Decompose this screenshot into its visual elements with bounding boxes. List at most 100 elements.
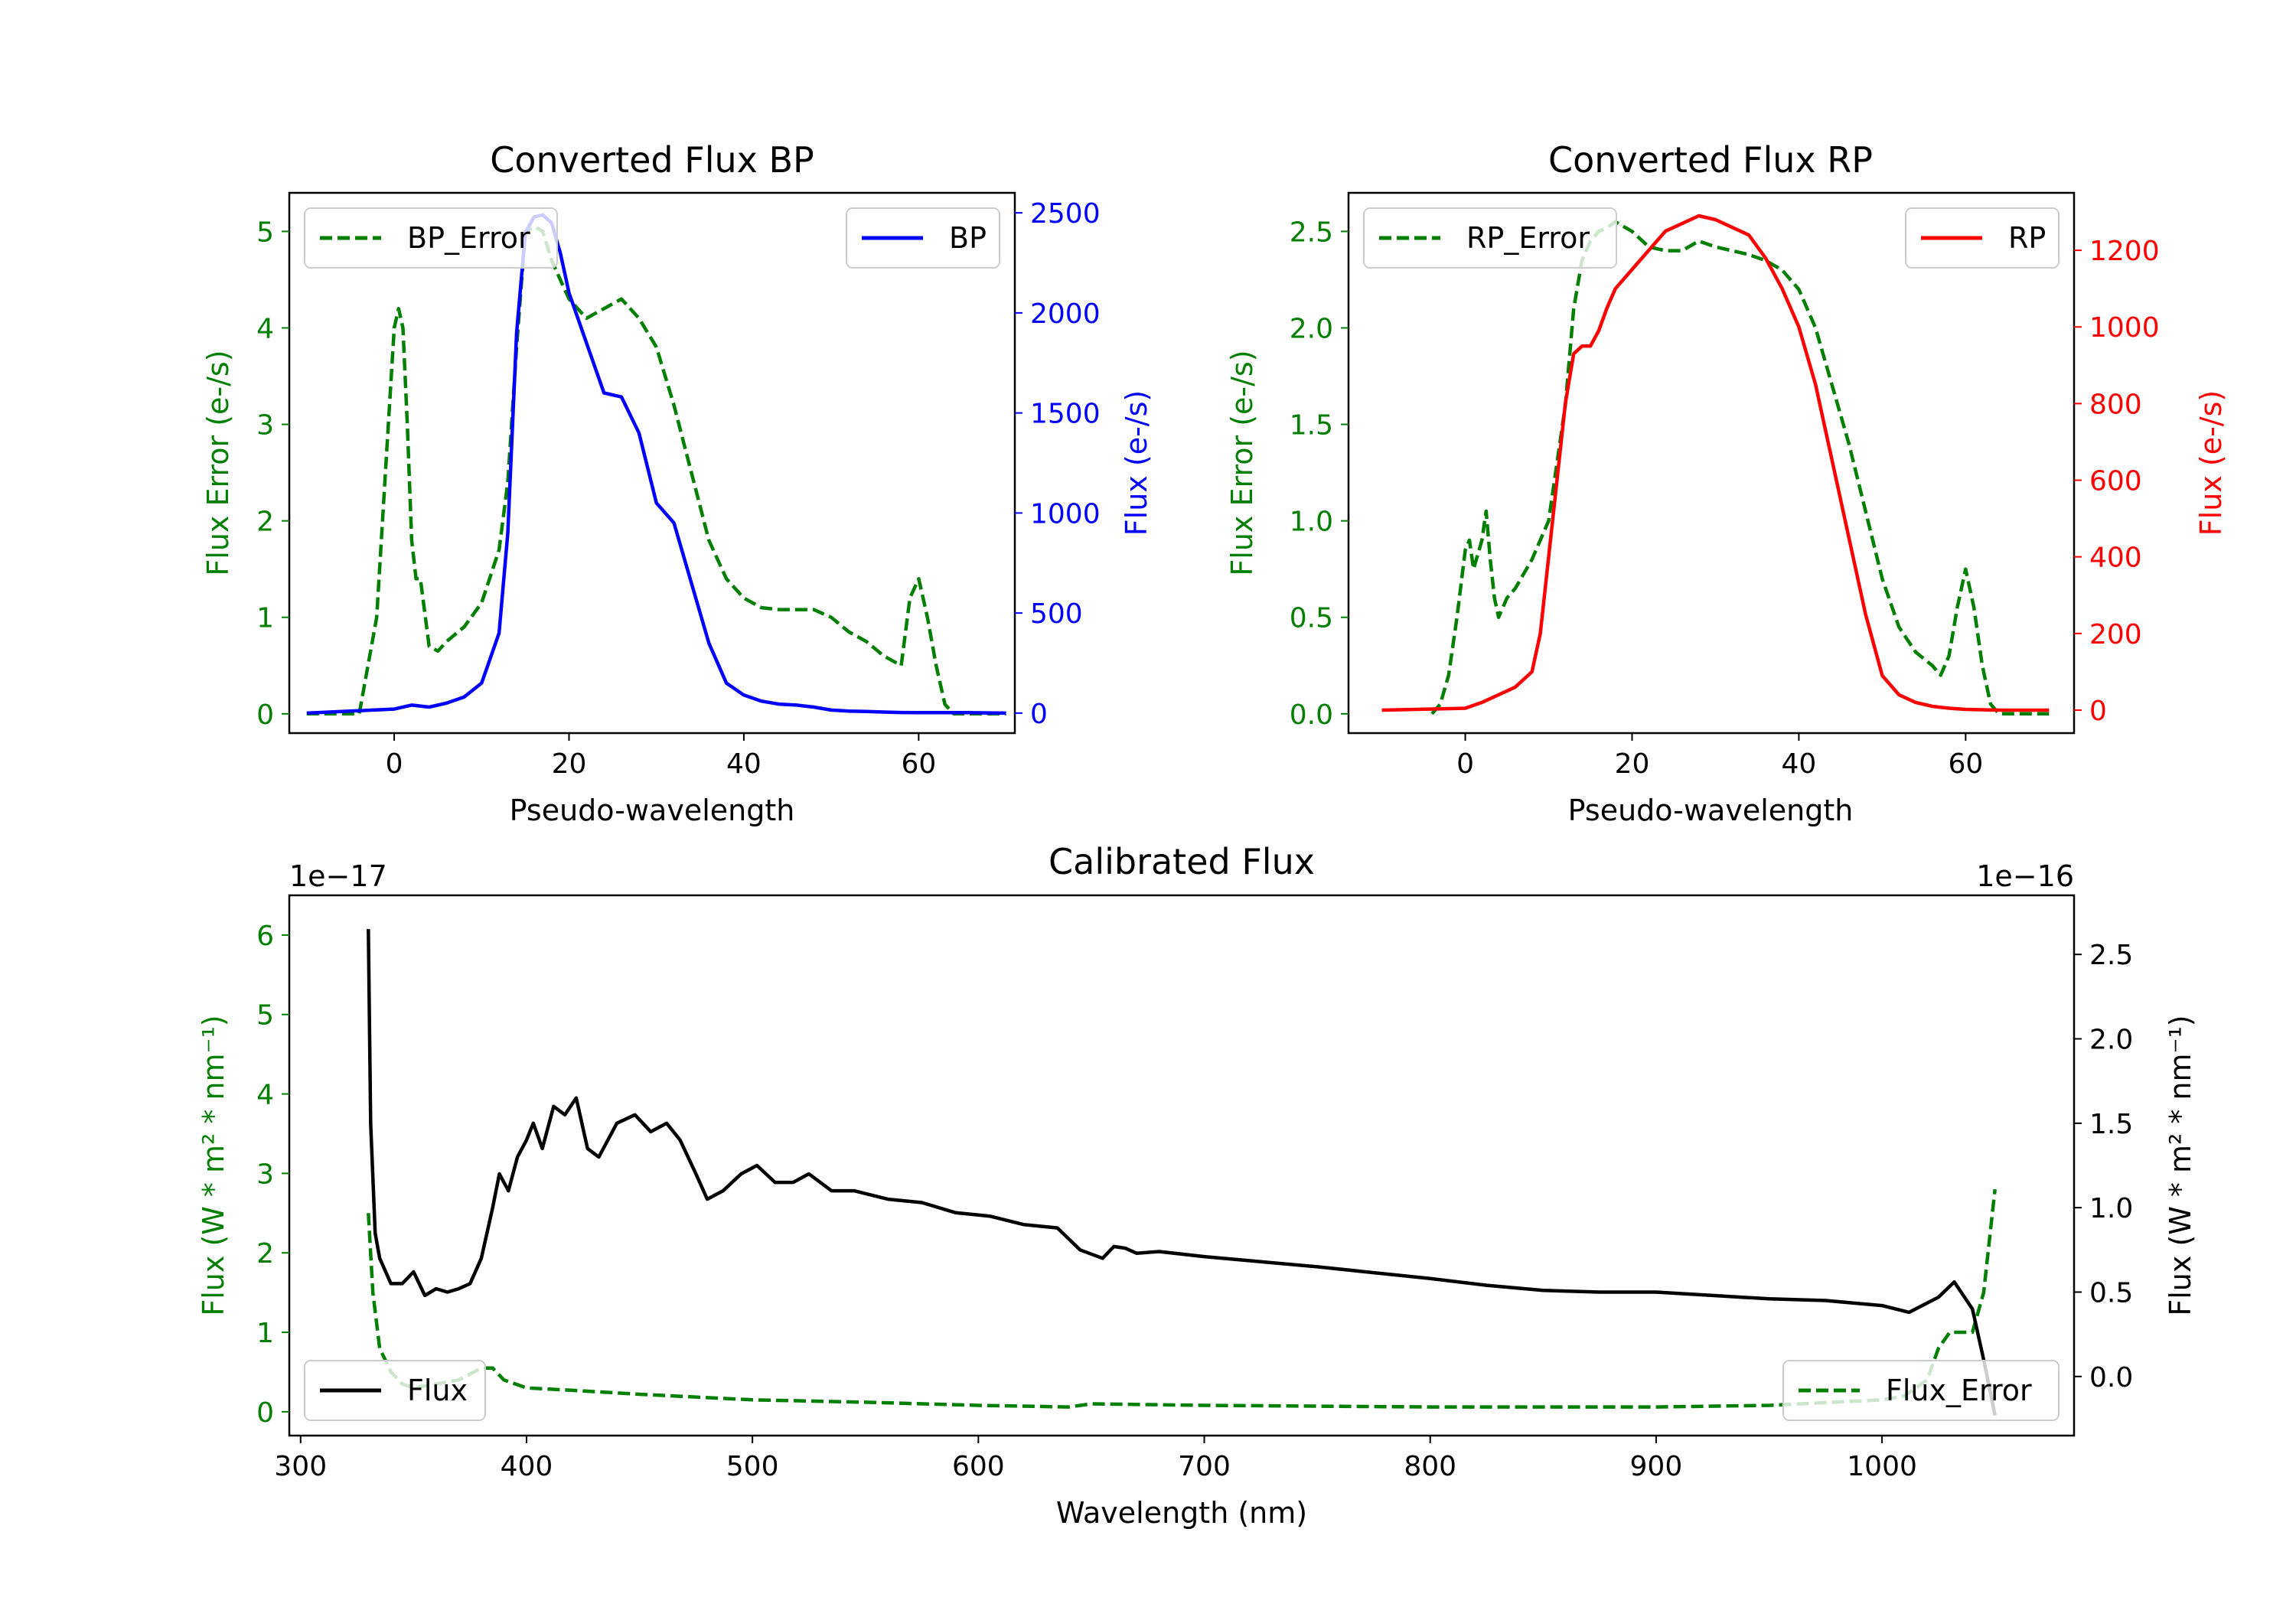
calibrated-x-tick-label: 600 [952, 1451, 1005, 1482]
calibrated-left-y-tick-label: 5 [256, 1000, 274, 1032]
bp-panel: Converted Flux BP 0 20 40 60 0 1 2 3 4 5 0 500 100… [201, 139, 1153, 827]
rp-left-y-tick-label: 2.5 [1290, 217, 1333, 248]
calibrated-left-y-tick-label: 6 [256, 921, 274, 952]
bp-right-y-tick-label: 0 [1030, 699, 1048, 730]
calibrated-x-tick-label: 700 [1178, 1451, 1231, 1482]
calibrated-left-y-axis-label: Flux (W * m² * nm⁻¹) [197, 1015, 230, 1315]
bp-right-y-tick-label: 2500 [1030, 198, 1101, 230]
calibrated-panel: Calibrated Flux 1e−17 1e−16 300 400 500 600… [197, 841, 2197, 1530]
rp-error-legend-frame [1363, 207, 1617, 269]
calibrated-title: Calibrated Flux [1049, 841, 1315, 882]
calibrated-right-y-axis-label: Flux (W * m² * nm⁻¹) [2164, 1015, 2197, 1315]
rp-left-y-tick-label: 1.5 [1290, 410, 1333, 442]
bp-left-y-tick-label: 4 [256, 314, 274, 345]
bp-x-tick-label: 20 [552, 748, 587, 780]
bp-left-y-tick-label: 3 [256, 410, 274, 442]
bp-left-y-tick-label: 5 [256, 217, 274, 248]
calibrated-x-tick-label: 300 [274, 1451, 327, 1482]
bp-left-y-ticks: 0 1 2 3 4 5 [256, 217, 289, 731]
calibrated-right-y-tick-label: 2.5 [2089, 940, 2133, 971]
rp-panel: Converted Flux RP 0 20 40 60 0.0 0.5 1.0 1.5 2.… [1225, 139, 2228, 827]
calibrated-x-ticks: 300 400 500 600 700 800 900 1000 [274, 1436, 1917, 1482]
calibrated-x-tick-label: 400 [501, 1451, 553, 1482]
calibrated-left-y-tick-label: 4 [256, 1080, 274, 1111]
bp-error-legend-label: BP_Error [407, 221, 530, 255]
rp-left-y-tick-label: 1.0 [1290, 507, 1333, 538]
rp-plot-area [1347, 191, 2076, 735]
bp-right-y-axis-label: Flux (e-/s) [1120, 390, 1153, 536]
bp-right-y-tick-label: 1500 [1030, 399, 1101, 430]
calibrated-plot-area [288, 894, 2076, 1437]
calibrated-x-tick-label: 800 [1404, 1451, 1456, 1482]
bp-right-y-ticks: 0 500 1000 1500 2000 2500 [1015, 198, 1101, 730]
rp-left-y-ticks: 0.0 0.5 1.0 1.5 2.0 2.5 [1290, 217, 1349, 731]
bp-right-y-tick-label: 1000 [1030, 498, 1101, 530]
rp-right-y-tick-label: 1200 [2089, 236, 2160, 267]
bp-x-tick-label: 0 [386, 748, 403, 780]
bp-left-y-tick-label: 1 [256, 603, 274, 634]
calibrated-flux-legend-label: Flux [407, 1374, 468, 1407]
rp-left-y-tick-label: 2.0 [1290, 314, 1333, 345]
calibrated-error-legend-frame [1782, 1360, 2060, 1421]
calibrated-error-legend: Flux_Error [1782, 1360, 2060, 1421]
rp-title: Converted Flux RP [1548, 139, 1873, 181]
rp-right-y-tick-label: 200 [2089, 619, 2142, 650]
calibrated-x-tick-label: 500 [726, 1451, 779, 1482]
calibrated-right-y-tick-label: 0.0 [2089, 1362, 2133, 1393]
bp-left-y-tick-label: 2 [256, 507, 274, 538]
rp-x-axis-label: Pseudo-wavelength [1568, 794, 1854, 827]
rp-right-y-axis-label: Flux (e-/s) [2194, 390, 2228, 536]
calibrated-right-y-ticks: 0.0 0.5 1.0 1.5 2.0 2.5 [2074, 940, 2133, 1393]
calibrated-left-y-tick-label: 2 [256, 1238, 274, 1270]
rp-x-tick-label: 40 [1782, 748, 1817, 780]
bp-right-y-tick-label: 2000 [1030, 298, 1101, 330]
calibrated-x-tick-label: 900 [1630, 1451, 1683, 1482]
rp-x-tick-label: 0 [1456, 748, 1474, 780]
calibrated-right-scale-label: 1e−16 [1976, 859, 2074, 893]
bp-left-y-tick-label: 0 [256, 699, 274, 731]
calibrated-right-y-tick-label: 1.5 [2089, 1109, 2133, 1140]
rp-error-legend: RP_Error [1363, 207, 1617, 269]
rp-x-ticks: 0 20 40 60 [1456, 733, 1983, 780]
rp-right-y-ticks: 0 200 400 600 800 1000 1200 [2074, 236, 2160, 727]
bp-series-bp-line [306, 213, 1006, 715]
bp-x-ticks: 0 20 40 60 [386, 733, 936, 780]
calibrated-right-y-tick-label: 2.0 [2089, 1025, 2133, 1056]
rp-left-y-axis-label: Flux Error (e-/s) [1225, 350, 1259, 575]
calibrated-error-legend-label: Flux_Error [1886, 1374, 2032, 1407]
rp-series-rp-line [1381, 214, 2050, 712]
rp-flux-legend-label: RP [2008, 221, 2046, 255]
calibrated-flux-legend: Flux [304, 1360, 486, 1421]
calibrated-left-y-tick-label: 0 [256, 1397, 274, 1429]
bp-series-bp-error-line [306, 224, 1006, 716]
calibrated-left-y-tick-label: 3 [256, 1159, 274, 1190]
rp-series-group [1381, 214, 2050, 716]
rp-right-y-tick-label: 1000 [2089, 312, 2160, 344]
rp-axes-frame [1347, 191, 2076, 735]
bp-axes-frame [288, 191, 1016, 735]
bp-x-tick-label: 40 [726, 748, 762, 780]
rp-right-y-tick-label: 600 [2089, 466, 2142, 497]
bp-flux-legend-label: BP [949, 221, 987, 255]
bp-plot-area [288, 191, 1016, 735]
rp-right-y-tick-label: 400 [2089, 543, 2142, 574]
calibrated-x-axis-label: Wavelength (nm) [1056, 1496, 1307, 1530]
rp-right-y-tick-label: 800 [2089, 389, 2142, 420]
rp-left-y-tick-label: 0.0 [1290, 699, 1333, 731]
calibrated-x-tick-label: 1000 [1847, 1451, 1917, 1482]
bp-error-legend: BP_Error [304, 207, 558, 269]
bp-left-y-axis-label: Flux Error (e-/s) [201, 350, 235, 575]
calibrated-axes-frame [288, 894, 2076, 1437]
bp-series-group [306, 213, 1006, 716]
rp-x-tick-label: 60 [1948, 748, 1983, 780]
bp-flux-legend: BP [846, 207, 1000, 269]
calibrated-left-y-ticks: 0 1 2 3 4 5 6 [256, 921, 289, 1429]
calibrated-series-flux-line [367, 929, 1997, 1416]
calibrated-right-y-tick-label: 1.0 [2089, 1193, 2133, 1224]
calibrated-left-y-tick-label: 1 [256, 1318, 274, 1349]
rp-right-y-tick-label: 0 [2089, 696, 2107, 727]
rp-x-tick-label: 20 [1615, 748, 1650, 780]
bp-title: Converted Flux BP [490, 139, 814, 181]
rp-left-y-tick-label: 0.5 [1290, 603, 1333, 634]
